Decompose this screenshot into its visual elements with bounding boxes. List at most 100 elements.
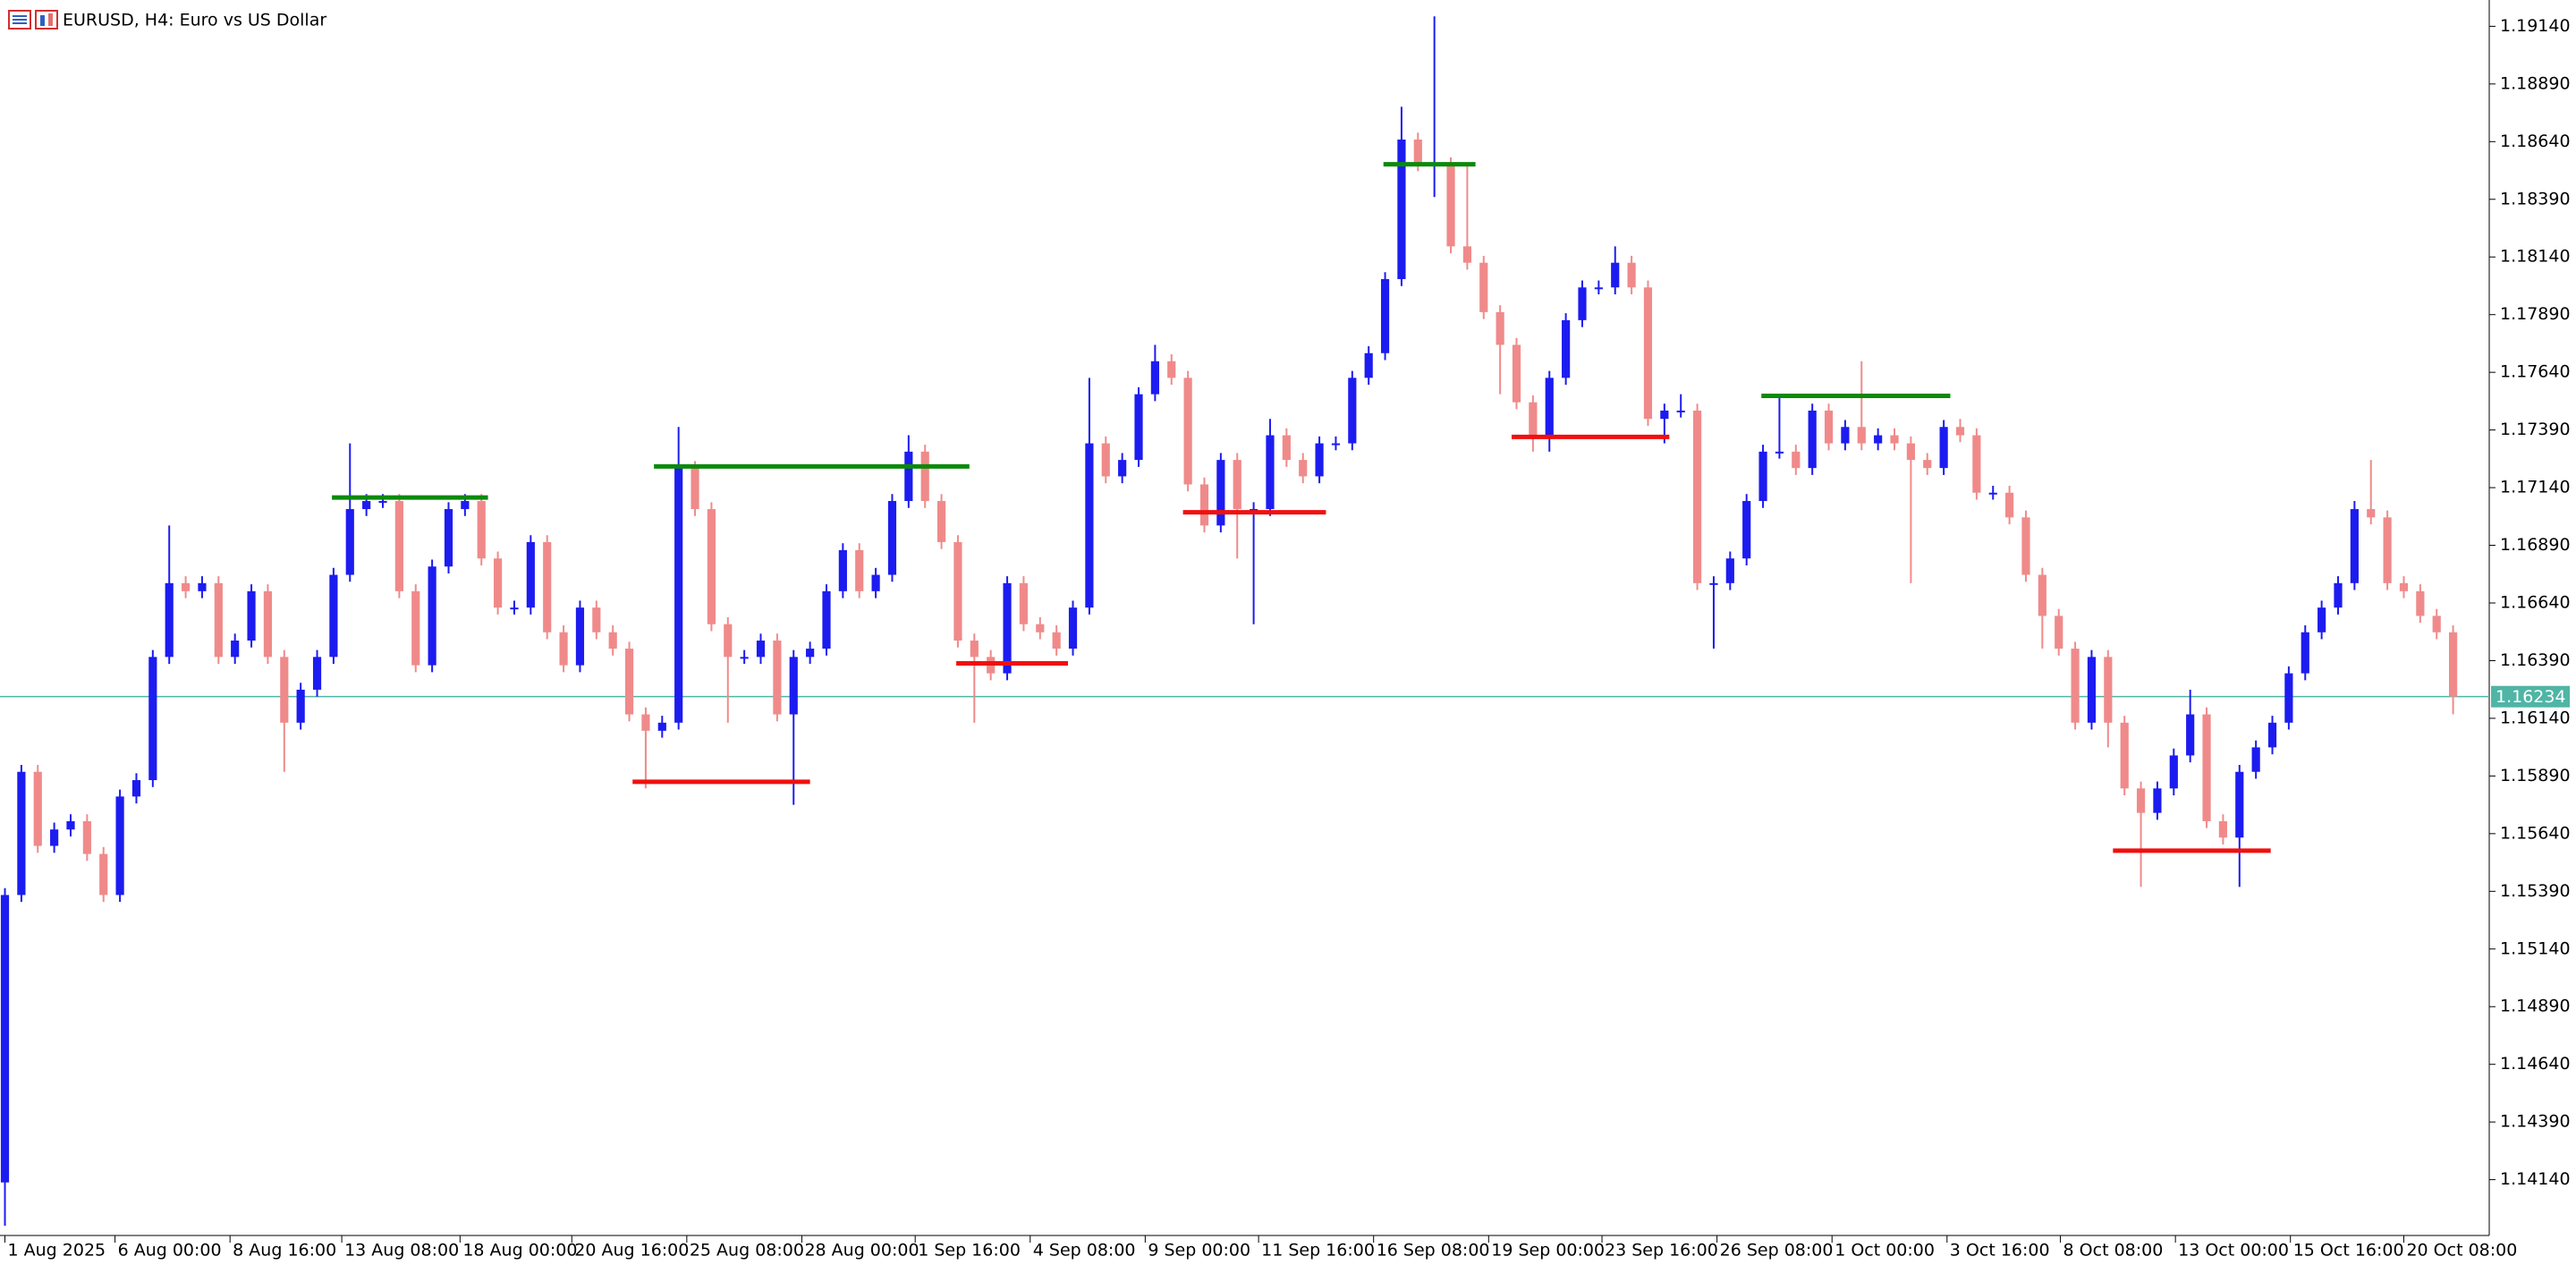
y-tick-label: 1.17140 [2500,478,2571,497]
icon-bar [40,15,45,26]
candle-body [1988,492,1997,495]
candle-body [970,641,979,658]
candle-body [1742,501,1751,559]
candle-body [1792,451,1801,469]
x-tick-label: 20 Aug 16:00 [574,1241,689,1261]
y-tick-label: 1.17390 [2500,420,2571,439]
candle-body [247,590,256,641]
y-tick-label: 1.15140 [2500,938,2571,958]
candle-body [394,501,403,591]
candle-body [477,501,486,559]
candle-body [2055,616,2063,649]
candle-body [1906,443,1915,461]
candle-body [296,689,305,723]
x-tick-label: 1 Sep 16:00 [918,1241,1021,1261]
x-tick-label: 6 Aug 00:00 [118,1241,222,1261]
candle-body [1890,435,1899,444]
candle-body [99,853,108,896]
candle-body [1183,378,1192,485]
candle-body [444,509,453,567]
candle-body [1036,624,1045,632]
candle-body [428,566,436,666]
y-tick-label: 1.14140 [2500,1169,2571,1189]
candle-body [33,771,42,846]
candle-body [1101,443,1110,477]
candle-body [131,780,141,797]
x-tick-label: 13 Oct 00:00 [2178,1241,2289,1261]
y-tick-label: 1.18640 [2500,132,2571,151]
candle-body [1250,509,1258,512]
candle-body [1594,287,1603,290]
candle-body [707,509,716,624]
candle-body [592,607,601,632]
y-tick-label: 1.14890 [2500,997,2571,1016]
y-tick-label: 1.16640 [2500,592,2571,612]
candle-body [66,820,75,830]
candle-body [2251,747,2260,772]
candle-body [1643,287,1653,420]
candle-body [1578,287,1587,320]
candle-body [789,657,798,715]
candle-body [17,771,26,896]
candle-body [526,541,535,608]
candle-body [756,641,766,658]
y-tick-label: 1.15640 [2500,823,2571,843]
candle-body [1364,352,1373,378]
x-tick-label: 19 Sep 00:00 [1491,1241,1605,1261]
candle-body [1299,460,1308,477]
candle-body [691,468,699,510]
candle-body [2432,616,2441,632]
y-tick-label: 1.15890 [2500,766,2571,785]
candle-body [1841,427,1850,444]
candle-body [1052,632,1061,649]
y-tick-label: 1.18390 [2500,189,2571,208]
candle-body [1462,246,1472,263]
x-tick-label: 25 Aug 08:00 [690,1241,804,1261]
candle-body [1118,460,1127,477]
icon-chart [35,10,58,30]
candle-body [1709,582,1718,585]
chart-title: EURUSD, H4: Euro vs US Dollar [63,11,326,30]
candle-body [0,895,10,1183]
x-tick-label: 8 Aug 16:00 [233,1241,336,1261]
candle-body [411,590,420,666]
candle-body [312,657,322,690]
y-tick-label: 1.17640 [2500,362,2571,382]
candle-body [2120,722,2129,789]
x-tick-label: 15 Oct 16:00 [2293,1241,2404,1261]
candle-body [1085,443,1094,608]
candle-body [1529,402,1538,436]
candle-body [2021,517,2030,575]
x-tick-label: 11 Sep 16:00 [1261,1241,1375,1261]
candle-body [1808,410,1817,469]
y-tick-label: 1.17890 [2500,304,2571,324]
candle-body [2284,673,2293,723]
candle-body [1923,460,1932,469]
candle-body [1134,394,1143,461]
candle-body [2153,788,2162,813]
x-tick-label: 8 Oct 08:00 [2063,1241,2164,1261]
x-tick-label: 9 Sep 00:00 [1148,1241,1250,1261]
candle-body [280,657,289,723]
candle-body [2005,492,2014,518]
candle-body [559,632,568,666]
candle-body [345,509,354,575]
candle-body [724,624,733,658]
x-tick-label: 13 Aug 08:00 [344,1241,459,1261]
candle-body [461,501,470,510]
candle-body [2334,582,2343,608]
y-tick-label: 1.16890 [2500,535,2571,555]
candle-body [1479,262,1488,312]
candle-body [1315,443,1324,477]
candle-body [887,501,897,575]
header-icons [8,10,58,30]
x-tick-label: 23 Sep 16:00 [1605,1241,1718,1261]
candle-body [494,558,503,608]
candle-body [1348,378,1357,444]
candle-body [50,829,59,846]
y-tick-label: 1.19140 [2500,16,2571,36]
candle-body [263,590,273,658]
candle-body [1150,361,1159,395]
